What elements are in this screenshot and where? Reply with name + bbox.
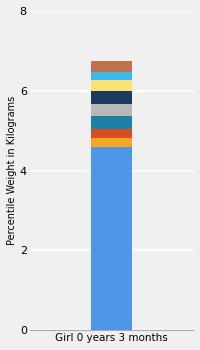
Bar bbox=[91, 147, 132, 330]
Bar bbox=[91, 138, 132, 147]
Bar bbox=[91, 104, 132, 116]
Bar bbox=[91, 116, 132, 129]
Bar bbox=[91, 91, 132, 104]
Bar bbox=[91, 61, 132, 72]
Bar bbox=[91, 72, 132, 79]
Bar bbox=[91, 129, 132, 138]
Y-axis label: Percentile Weight in Kilograms: Percentile Weight in Kilograms bbox=[7, 96, 17, 245]
Bar bbox=[91, 79, 132, 91]
